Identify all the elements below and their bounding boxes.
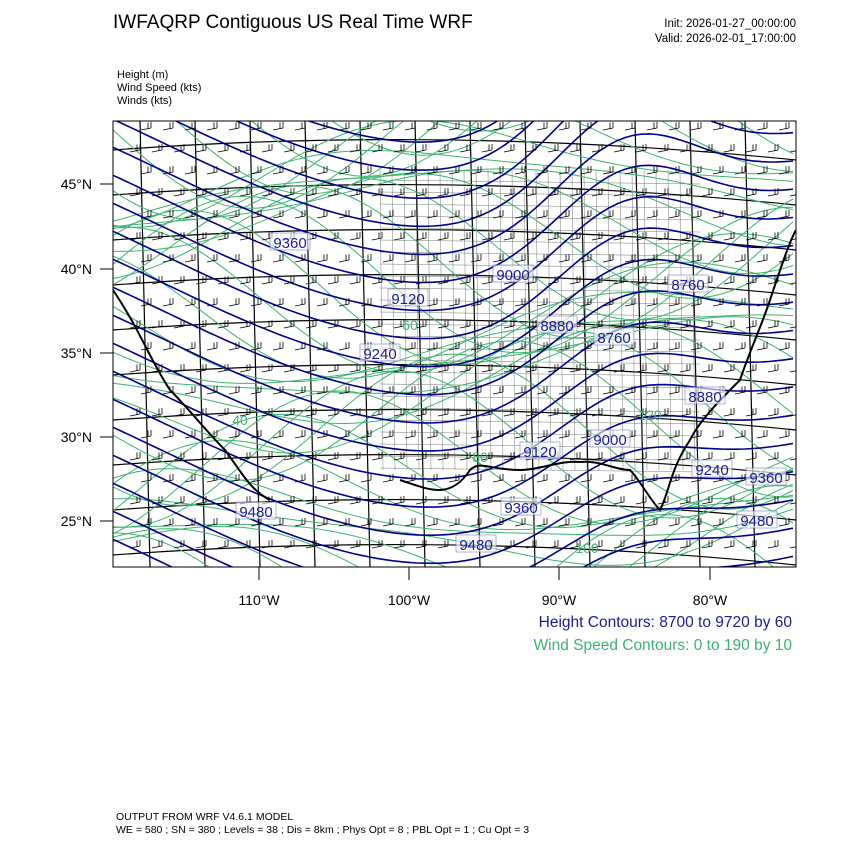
lon-label: 80°W [693,592,728,608]
height-contour-line [113,0,793,114]
height-contour-label: 9480 [740,513,773,530]
height-contour-label: 9120 [523,444,556,461]
height-contour-line [113,258,794,368]
height-contour-line [306,121,499,143]
wind-speed-contour-line [113,305,794,382]
height-contour-line [113,314,794,424]
wind-speed-contour-line [113,0,793,75]
wind-speed-contour-line [113,170,794,275]
height-contour-line [113,227,794,340]
wind-speed-contour-line [175,121,794,195]
height-contour-line [113,164,794,284]
wind-speed-contour-line [428,121,531,132]
height-contour-label: 9360 [273,235,306,252]
height-contour-label: 9120 [391,291,424,308]
lat-label: 30°N [61,429,92,445]
lon-label: 110°W [238,592,280,608]
wind-speed-contour-line [113,323,794,425]
model-info-line1: OUTPUT FROM WRF V4.6.1 MODEL [116,811,294,823]
height-contour-label: 9240 [363,346,396,363]
height-contour-label: 9480 [239,504,272,521]
height-contour-line [113,398,794,508]
wind-speed-contour-line [113,195,794,354]
lat-label: 45°N [61,176,92,192]
height-contour-label: 9360 [749,470,782,487]
init-time: Init: 2026-01-27_00:00:00 [664,18,796,30]
height-contour-info: Height Contours: 8700 to 9720 by 60 [538,614,792,631]
wind-speed-contour-line [113,485,794,567]
map-frame [112,120,797,568]
wind-speed-contour-line [113,177,794,321]
wind-speed-contour-line [113,121,794,209]
wind-speed-contour-line [113,255,794,379]
wind-speed-contour-line [113,330,794,470]
wind-contour-info: Wind Speed Contours: 0 to 190 by 10 [533,637,793,654]
wind-speed-contour-line [250,121,478,177]
lon-label: 90°W [542,592,577,608]
height-contour-label: 9000 [496,267,529,284]
height-contour-label: 8760 [597,330,630,347]
wind-speed-contour-line [113,172,794,299]
height-contour-label: 9480 [459,537,492,554]
plot-title: IWFAQRP Contiguous US Real Time WRF [113,12,473,33]
height-contour-label: 8880 [540,318,573,335]
coastline [113,229,796,512]
lat-label: 35°N [61,345,92,361]
height-contour-line [113,454,794,565]
wind-speed-contour-line [113,316,794,384]
wind-speed-contour-line [113,353,794,510]
height-contour-label: 8760 [671,277,704,294]
wind-speed-contour-line [113,483,794,567]
wind-speed-contour-line [113,413,794,529]
height-contour-label: 9000 [593,432,626,449]
wind-contour-label: 80 [472,449,488,465]
field-label-wind-speed: Wind Speed (kts) [117,82,202,94]
lat-label: 40°N [61,261,92,277]
height-contour-line [113,482,794,567]
height-contour-label: 9240 [695,462,728,479]
valid-time: Valid: 2026-02-01_17:00:00 [654,33,796,45]
wind-speed-contour-line [113,468,794,536]
height-contour-line [114,121,794,228]
height-contour-line [234,121,535,171]
height-contour-line [113,370,794,480]
wind-speed-contour-line [113,513,774,567]
wind-speed-contour-line [113,498,794,566]
height-contour-label: 8880 [688,389,721,406]
wind-speed-contours [113,0,794,567]
wind-speed-contour-line [113,121,794,220]
wind-speed-contour-line [113,497,794,567]
wind-contour-label: 60 [402,317,418,333]
height-contour-line [113,133,794,256]
wind-speed-contour-line [113,390,794,535]
lon-label: 100°W [388,592,431,608]
wind-speed-contour-line [113,0,793,104]
height-contour-line [113,510,794,567]
height-contour-line [174,121,565,199]
wind-speed-contour-line [331,121,512,156]
wind-contour-label: 120 [638,407,662,423]
height-contour-line [113,426,794,536]
wind-speed-contour-line [113,370,794,528]
height-contour-label: 9360 [504,500,537,517]
wind-contour-label: 40 [232,412,248,428]
field-label-winds: Winds (kts) [117,95,172,107]
height-contour-line [113,342,794,452]
wind-contour-label: 100 [575,540,599,556]
lat-label: 25°N [61,513,92,529]
wind-speed-contour-line [113,150,794,230]
field-label-height: Height (m) [117,69,169,81]
model-info-line2: WE = 580 ; SN = 380 ; Levels = 38 ; Dis … [116,824,530,836]
height-contour-line [113,195,794,312]
